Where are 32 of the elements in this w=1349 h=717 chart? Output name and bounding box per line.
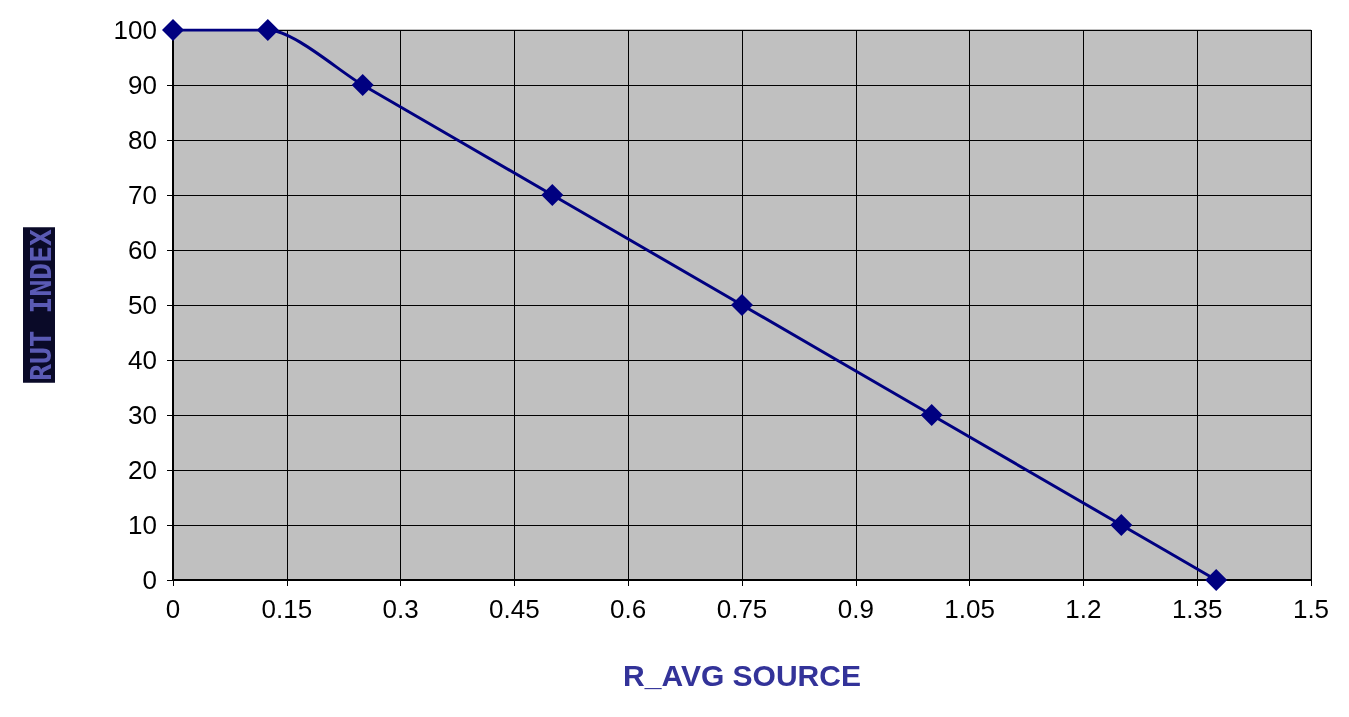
- point: [541, 184, 564, 206]
- point: [256, 19, 279, 41]
- y-tick-label: 80: [128, 125, 157, 155]
- y-axis-title: RUT INDEX: [24, 229, 58, 381]
- x-tick-label: 1.5: [1292, 594, 1330, 624]
- point: [731, 294, 753, 316]
- x-tick-label: 1.05: [944, 594, 995, 624]
- point: [351, 74, 374, 96]
- y-tick-label: 100: [113, 15, 157, 45]
- y-tick-label: 0: [142, 565, 157, 595]
- point: [920, 404, 943, 426]
- x-tick-label: 0.3: [382, 594, 419, 624]
- y-tick-label: 10: [128, 510, 157, 540]
- y-tick-label: 20: [128, 455, 157, 485]
- x-tick-label: 1.2: [1065, 594, 1102, 624]
- x-tick-label: 1.35: [1171, 594, 1223, 624]
- x-axis-title: R_AVG SOURCE: [623, 658, 861, 692]
- y-tick-label: 30: [128, 400, 157, 430]
- x-tick-label: 0: [165, 594, 181, 624]
- point: [1110, 514, 1133, 536]
- y-tick-label: 40: [128, 345, 157, 375]
- x-tick-label: 0.9: [837, 594, 874, 624]
- y-tick-label: 70: [128, 180, 157, 210]
- y-tick-label: 90: [128, 70, 157, 100]
- y-tick-label: 60: [128, 235, 157, 265]
- x-tick-label: 0.6: [610, 594, 647, 624]
- x-tick-label: 0.75: [716, 594, 768, 624]
- x-tick-label: 0.45: [489, 594, 540, 624]
- x-tick-label: 0.15: [261, 594, 313, 624]
- point: [1205, 569, 1228, 591]
- point: [162, 19, 184, 41]
- y-tick-label: 50: [128, 290, 157, 320]
